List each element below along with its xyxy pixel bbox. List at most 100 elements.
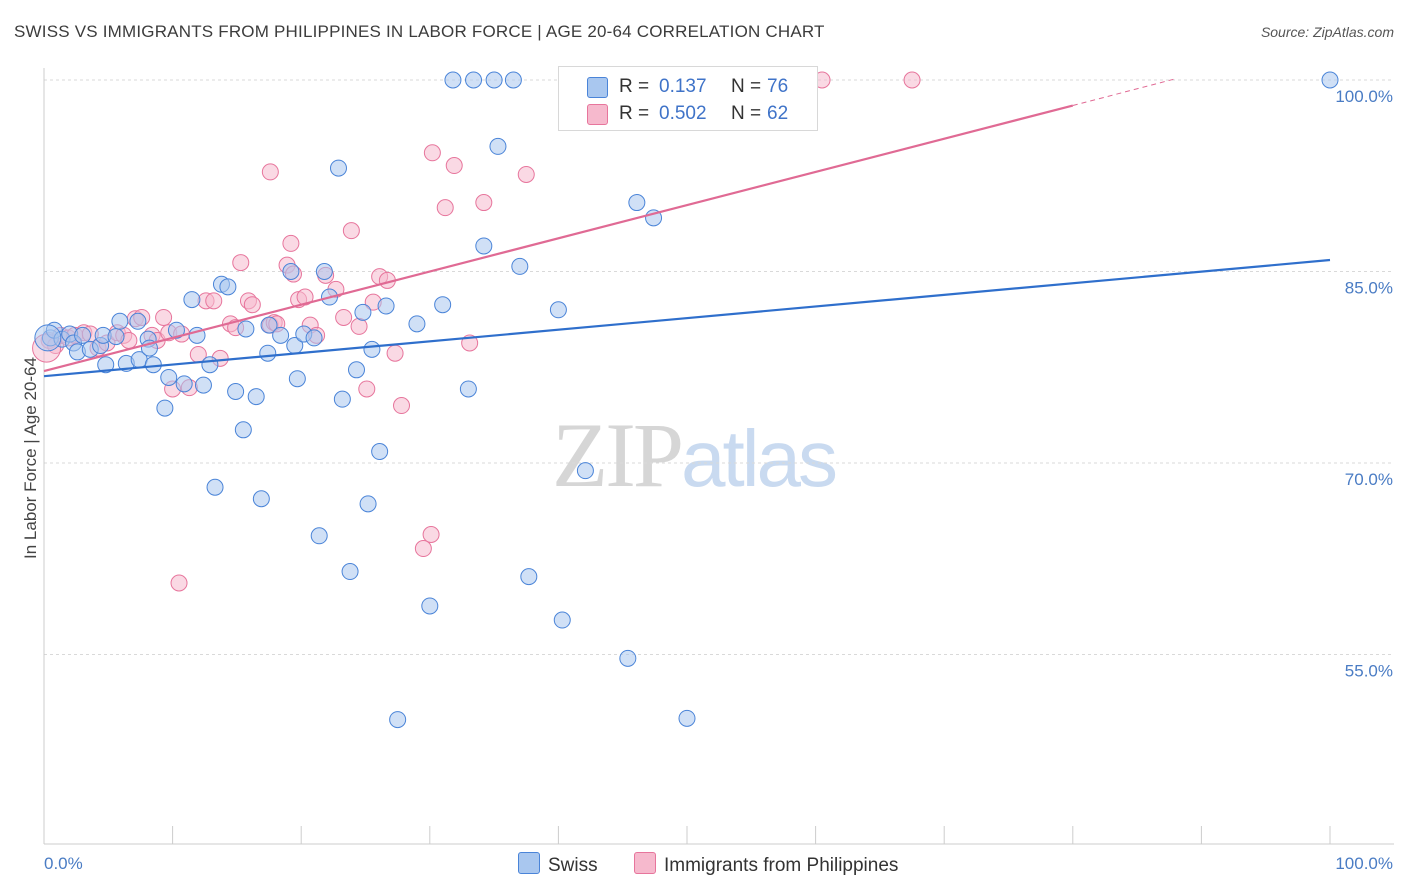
swiss-point [347, 361, 365, 379]
watermark: ZIPatlas [552, 402, 838, 508]
swiss-point [475, 237, 493, 255]
swiss-point [465, 71, 483, 89]
legend-r-value: 0.502 [659, 103, 707, 124]
swiss-point [628, 194, 646, 212]
swiss-point [489, 137, 507, 155]
immigrants-point [903, 71, 921, 89]
swiss-point [259, 344, 277, 362]
swiss-point [234, 421, 252, 439]
swiss-point [237, 320, 255, 338]
bottom-legend-label-immigrants: Immigrants from Philippines [664, 855, 899, 876]
bottom-legend-immigrants: Immigrants from Philippines [634, 852, 898, 877]
swiss-point [341, 563, 359, 581]
bottom-legend-swatch-immigrants [634, 852, 656, 874]
grid-lines [44, 79, 1394, 655]
swiss-point [363, 340, 381, 358]
swiss-point [459, 380, 477, 398]
x-tick-label: 0.0% [44, 854, 83, 873]
immigrants-point [393, 397, 411, 415]
swiss-point [175, 375, 193, 393]
y-tick-label: 85.0% [1345, 279, 1393, 298]
immigrants-point [517, 165, 535, 183]
legend-n-label: N = [731, 103, 762, 124]
swiss-point [227, 383, 245, 401]
watermark-zip: ZIP [552, 404, 684, 506]
swiss-point [377, 297, 395, 315]
swiss-point [288, 370, 306, 388]
legend-r-value: 0.137 [659, 76, 707, 97]
swiss-point [315, 263, 333, 280]
swiss-point [97, 356, 115, 374]
immigrants-trend-line [43, 104, 1074, 373]
swiss-point [678, 709, 696, 727]
immigrants-point [350, 317, 368, 335]
swiss-point [260, 316, 278, 334]
y-tick-label: 70.0% [1345, 470, 1393, 489]
immigrants-point [282, 234, 300, 252]
swiss-point [408, 315, 426, 333]
swiss-point [107, 328, 125, 346]
immigrants-point [445, 157, 463, 175]
y-axis-label: In Labor Force | Age 20-64 [21, 357, 40, 559]
swiss-point [1321, 71, 1339, 89]
immigrants-point [261, 163, 279, 181]
immigrants-point [423, 144, 441, 162]
bottom-legend-swiss: Swiss [518, 852, 598, 877]
swiss-point [520, 568, 538, 586]
swiss-point [34, 324, 62, 352]
immigrants-trend-extension [1072, 78, 1176, 107]
y-tick-label: 55.0% [1345, 662, 1393, 681]
swiss-point [549, 301, 567, 319]
swiss-point [444, 71, 462, 89]
swiss-point [111, 312, 129, 330]
immigrants-point [436, 199, 454, 217]
swiss-point [329, 159, 347, 177]
swiss-point [201, 356, 219, 374]
immigrants-point [170, 574, 188, 592]
trend-lines [43, 78, 1331, 378]
immigrants-point [342, 222, 360, 240]
swiss-point [359, 495, 377, 513]
swiss-point [354, 303, 372, 321]
immigrants-point [358, 380, 376, 398]
source-label: Source: ZipAtlas.com [1260, 24, 1394, 40]
swiss-point [282, 263, 300, 280]
swiss-point [167, 321, 185, 339]
immigrants-point [232, 254, 250, 272]
immigrants-point [386, 344, 404, 362]
series-immigrants-points [32, 71, 921, 592]
legend-swatch-immigrants [587, 104, 608, 125]
legend-n-value: 76 [767, 76, 789, 97]
swiss-point [272, 326, 290, 344]
immigrants-point [296, 288, 314, 306]
swiss-point [310, 527, 328, 545]
y-tick-label: 100.0% [1335, 87, 1393, 106]
immigrants-point [205, 292, 223, 310]
chart-title: SWISS VS IMMIGRANTS FROM PHILIPPINES IN … [14, 22, 825, 41]
immigrants-point [475, 194, 493, 212]
immigrants-point [414, 540, 432, 558]
swiss-point [219, 278, 237, 296]
swiss-point [144, 356, 162, 374]
axes [43, 68, 1394, 845]
immigrants-point [155, 308, 173, 326]
correlation-legend: R = 0.137 N = 76 R = 0.502 N = 62 [558, 66, 818, 131]
swiss-point [371, 443, 389, 461]
swiss-point [206, 478, 224, 496]
series-swiss-points [34, 71, 1339, 729]
immigrants-point [335, 308, 353, 326]
watermark-atlas: atlas [681, 414, 838, 503]
swiss-point [619, 649, 637, 667]
bottom-legend-label-swiss: Swiss [548, 855, 598, 876]
immigrants-point [243, 296, 261, 314]
swiss-point [576, 462, 594, 480]
swiss-point [434, 296, 452, 314]
legend-r-label: R = [619, 76, 650, 97]
swiss-point [183, 291, 201, 309]
legend-n-value: 62 [767, 103, 789, 124]
swiss-point [160, 368, 178, 386]
x-tick-label: 100.0% [1335, 854, 1393, 873]
swiss-point [252, 490, 270, 508]
swiss-point [305, 329, 323, 347]
